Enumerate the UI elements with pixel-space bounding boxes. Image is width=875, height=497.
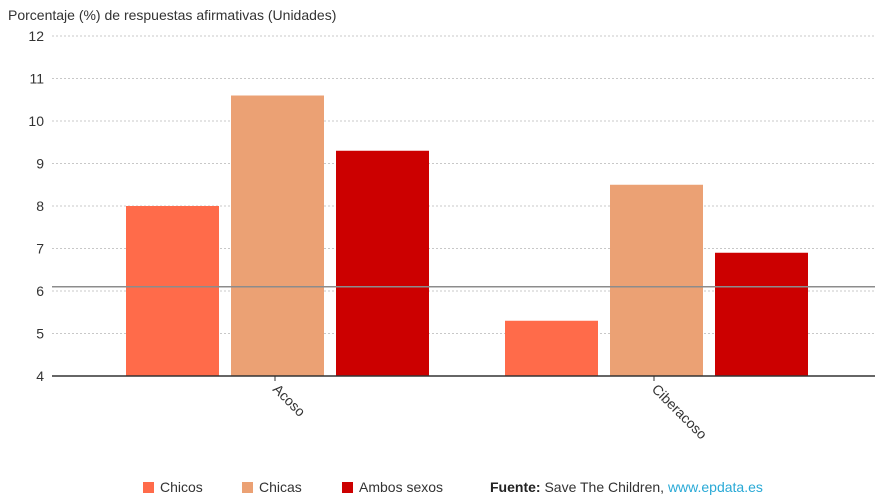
x-category-label: Ciberacoso (649, 381, 711, 443)
y-tick-label: 10 (28, 113, 44, 129)
bar-chart: 4 5 6 7 8 9 10 11 12 Acoso Ciberacoso (28, 28, 875, 443)
y-tick-label: 11 (29, 71, 44, 87)
legend-label-chicos: Chicos (160, 479, 203, 495)
source-link[interactable]: www.epdata.es (667, 479, 763, 495)
chart-title: Porcentaje (%) de respuestas afirmativas… (8, 7, 337, 23)
y-tick-label: 9 (36, 156, 44, 172)
legend-label-ambos-sexos: Ambos sexos (359, 479, 444, 495)
bar-acoso-chicas[interactable] (231, 95, 324, 377)
bar-ciberacoso-chicos[interactable] (505, 320, 598, 376)
bars (126, 95, 808, 377)
source-text: Save The Children, (544, 479, 665, 495)
bar-ciberacoso-ambos-sexos[interactable] (715, 252, 808, 376)
category-labels: Acoso Ciberacoso (270, 376, 711, 443)
x-category-label: Acoso (270, 381, 309, 420)
legend-swatch-chicas (242, 481, 253, 493)
legend-item-ambos-sexos[interactable]: Ambos sexos (342, 479, 443, 495)
legend-item-chicas[interactable]: Chicas (242, 479, 302, 495)
y-tick-label: 6 (36, 283, 44, 299)
y-axis-ticks: 4 5 6 7 8 9 10 11 12 (28, 28, 44, 384)
legend-item-chicos[interactable]: Chicos (143, 479, 203, 495)
legend-swatch-ambos-sexos (342, 481, 353, 493)
legend-label-chicas: Chicas (259, 479, 302, 495)
legend-swatch-chicos (143, 481, 154, 493)
source-credit: Fuente: Save The Children, www.epdata.es (490, 479, 763, 495)
bar-acoso-ambos-sexos[interactable] (336, 150, 429, 376)
y-tick-label: 8 (36, 198, 44, 214)
y-tick-label: 12 (28, 28, 44, 44)
y-tick-label: 4 (36, 368, 44, 384)
y-tick-label: 5 (36, 326, 44, 342)
source-label: Fuente: (490, 479, 541, 495)
legend: Chicos Chicas Ambos sexos Fuente: Save T… (0, 479, 875, 497)
y-tick-label: 7 (36, 241, 44, 257)
bar-ciberacoso-chicas[interactable] (610, 184, 703, 376)
bar-acoso-chicos[interactable] (126, 206, 219, 376)
